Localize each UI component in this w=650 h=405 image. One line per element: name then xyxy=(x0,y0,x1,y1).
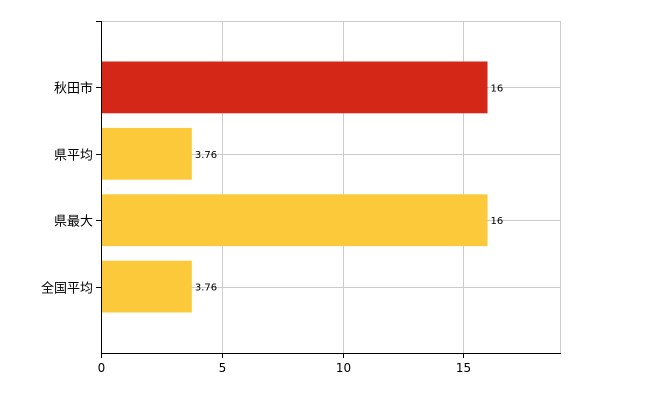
bar-2 xyxy=(101,127,192,180)
axes xyxy=(96,21,561,358)
data-label: 3.76 xyxy=(195,150,217,161)
data-label: 16 xyxy=(491,83,504,94)
bar-1 xyxy=(101,61,488,114)
x-tick-label: 5 xyxy=(219,361,227,375)
category-label: 県最大 xyxy=(54,215,93,230)
bar-3 xyxy=(101,194,488,247)
x-tick-label: 10 xyxy=(336,361,351,375)
category-label: 全国平均 xyxy=(41,281,93,297)
category-label: 県平均 xyxy=(54,149,93,164)
bars xyxy=(101,61,488,313)
data-label: 16 xyxy=(491,216,504,227)
bar-4 xyxy=(101,260,192,313)
x-tick-label: 0 xyxy=(98,361,106,375)
data-label: 3.76 xyxy=(195,283,217,294)
category-label: 秋田市 xyxy=(54,81,93,97)
x-tick-label: 15 xyxy=(456,361,471,375)
